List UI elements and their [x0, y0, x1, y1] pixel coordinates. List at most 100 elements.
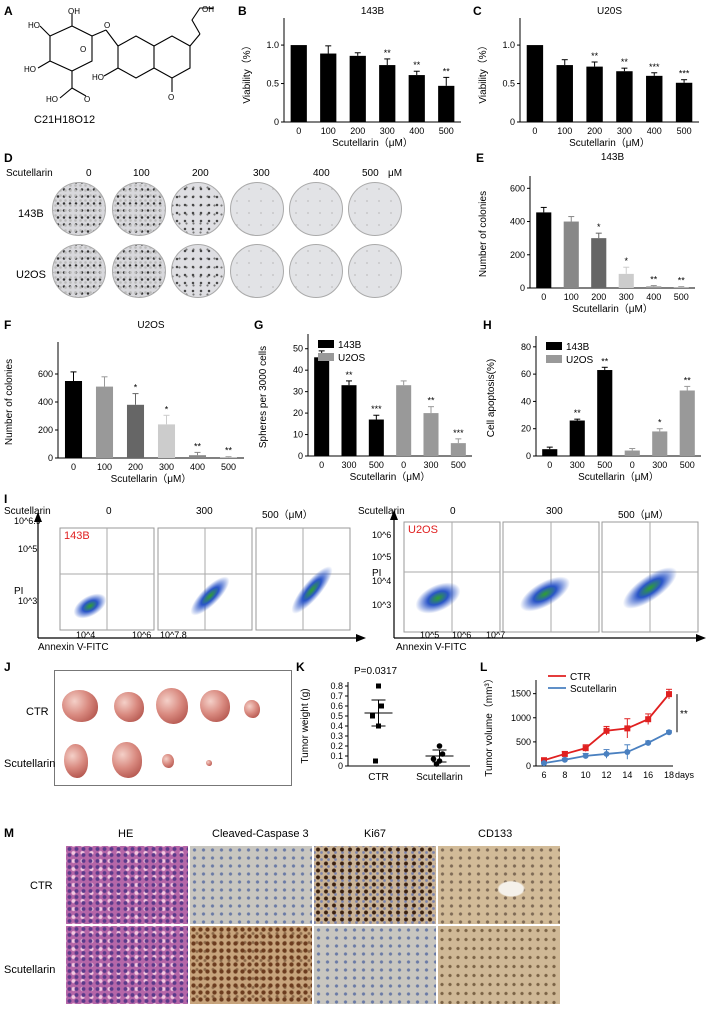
chart-l-point [624, 749, 631, 756]
svg-text:O: O [84, 95, 90, 104]
svg-text:HO: HO [46, 95, 58, 104]
tumor-sc-1 [64, 744, 88, 778]
flow-left-cell: 143B [64, 530, 90, 542]
chart-l-ytick-label: 0 [526, 761, 531, 771]
flow-left-ytick-0: 10^6.9 [14, 516, 41, 526]
chart-f-title: U2OS [137, 320, 165, 331]
chart-g-bar [450, 443, 466, 456]
chart-e-ytick-label: 400 [510, 217, 525, 227]
chart-e-significance: * [597, 222, 601, 232]
flow-left-xtick-2: 10^7.8 [160, 630, 187, 640]
chart-h-xtick-label: 0 [630, 460, 635, 470]
chart-f-significance: * [165, 404, 169, 414]
flow-right-ytick-2: 10^4 [372, 576, 392, 586]
chart-k-ytick-label: 0.2 [330, 741, 343, 751]
xenograft-row-ctr: CTR [26, 706, 49, 718]
chart-k-ylabel: Tumor weight (g) [300, 688, 311, 763]
chart-f-bar [157, 424, 176, 458]
chart-k-ytick-label: 0.6 [330, 701, 343, 711]
chart-f-ytick-label: 0 [48, 453, 53, 463]
flow-right-xtick-2: 10^7 [486, 630, 506, 640]
chart-c-bar [586, 66, 603, 122]
ihc-col-cd133: CD133 [478, 828, 513, 840]
chart-g-svg: 0 10 20 30 40 50 Spheres per 3000 cells 0 ** 300 *… [258, 334, 472, 483]
chart-h-bar [624, 450, 640, 456]
chart-l-legend-label: Scutellarin [570, 684, 617, 695]
chart-h-svg: 0 20 40 60 80 Cell apoptosis(%) 0 ** 300 ** 500 0 * 3… [486, 336, 701, 483]
chart-e-xtick-label: 500 [674, 292, 689, 302]
chart-e-significance: * [624, 256, 628, 266]
chart-e-significance: ** [650, 275, 658, 285]
panel-label-c: C [473, 4, 482, 18]
chart-h-legend-label: U2OS [566, 355, 594, 366]
chart-f-xtick-label: 200 [128, 462, 143, 472]
chart-l-legend-label: CTR [570, 672, 591, 683]
chart-h-bar [652, 431, 668, 456]
flow-right-ytick-3: 10^3 [372, 600, 392, 610]
chart-e-xtick-label: 0 [541, 292, 546, 302]
flow-plot-143b-500 [255, 527, 351, 631]
chart-f-xtick-label: 300 [159, 462, 174, 472]
chart-l-point [603, 750, 610, 757]
ihc-sc-ki67 [314, 926, 436, 1004]
chart-g-bar [314, 357, 330, 456]
chart-f-ytick-label: 600 [38, 369, 53, 379]
svg-text:OH: OH [68, 7, 80, 16]
chart-l-xtick-label: 16 [643, 770, 653, 780]
flow-right-axes [390, 510, 706, 642]
chart-l-xtick-label: 14 [622, 770, 632, 780]
chart-l-ytick-label: 1500 [511, 689, 531, 699]
chart-g-significance: ** [345, 370, 353, 380]
chart-c-xtick-label: 300 [617, 126, 632, 136]
dish-143b-300 [230, 182, 284, 236]
chart-g-bar [368, 419, 384, 456]
chart-g-legend-swatch [318, 340, 334, 348]
chart-e-xtick-label: 300 [619, 292, 634, 302]
chart-h-bar [597, 370, 613, 456]
chart-b-significance: ** [384, 48, 392, 58]
chart-g-legend-label: 143B [338, 340, 362, 351]
chart-f-svg: 0 200 400 600 Number of colonies U2OS 0 100 * 200… [4, 320, 244, 485]
chart-g-significance: *** [453, 428, 464, 438]
chart-h-xtick-label: 300 [652, 460, 667, 470]
chart-l: 0 500 1000 1500 Tumor volume（mm³） 6 8 10 12 14 16 1… [480, 660, 709, 794]
chart-l-point [582, 752, 589, 759]
chart-f: 0 200 400 600 Number of colonies U2OS 0 100 * 200… [0, 318, 252, 490]
chart-b-bar [408, 75, 425, 122]
chart-l-ytick-label: 500 [516, 737, 531, 747]
chart-b-bar [438, 85, 455, 122]
flow-right-xtick-0: 10^5 [420, 630, 440, 640]
chart-c-significance: *** [649, 62, 660, 72]
dish-u2os-400 [289, 244, 343, 298]
chart-g-xtick-label: 300 [341, 460, 356, 470]
chart-l-point [561, 750, 568, 757]
chart-k-ytick-label: 0.1 [330, 751, 343, 761]
chart-e-bar [618, 273, 634, 288]
chart-b-xtick-label: 100 [321, 126, 336, 136]
chart-l-svg: 0 500 1000 1500 Tumor volume（mm³） 6 8 10 12 14 16 1… [483, 672, 695, 780]
compound-formula: C21H18O12 [34, 114, 96, 126]
colony-treatment-label: Scutellarin [6, 168, 53, 179]
flow-svg [34, 510, 706, 642]
chart-k-svg: 00.10.20.30.40.50.60.70.8 Tumor weight (g… [300, 666, 470, 783]
chart-k: 0 0.1 0.2 0.3 0.4 0.5 0.6 0.7 0.8 Tumor weight (g… [296, 660, 480, 794]
colony-dose-100: 100 [133, 168, 150, 179]
chart-f-bar [219, 457, 238, 458]
chart-b-significance: ** [443, 66, 451, 76]
chart-f-ytick-label: 400 [38, 397, 53, 407]
chart-h-bar [542, 449, 558, 456]
chart-g-ytick-label: 30 [293, 387, 303, 397]
chart-c-bar [556, 65, 573, 122]
dish-u2os-0 [52, 244, 106, 298]
flow-left-ylabel: PI [14, 586, 24, 597]
flow-left-ytick-1: 10^5 [18, 544, 38, 554]
chart-b-bar [290, 45, 307, 123]
chart-b-bar [379, 65, 396, 122]
chart-g-xtick-label: 500 [451, 460, 466, 470]
colony-row-u2os: U2OS [16, 269, 46, 281]
chart-g-xtick-label: 0 [319, 460, 324, 470]
chart-h-significance: * [658, 418, 662, 428]
tumor-ctr-2 [114, 692, 144, 722]
flow-right-ylabel: PI [372, 568, 382, 579]
chart-l-point [541, 760, 547, 767]
